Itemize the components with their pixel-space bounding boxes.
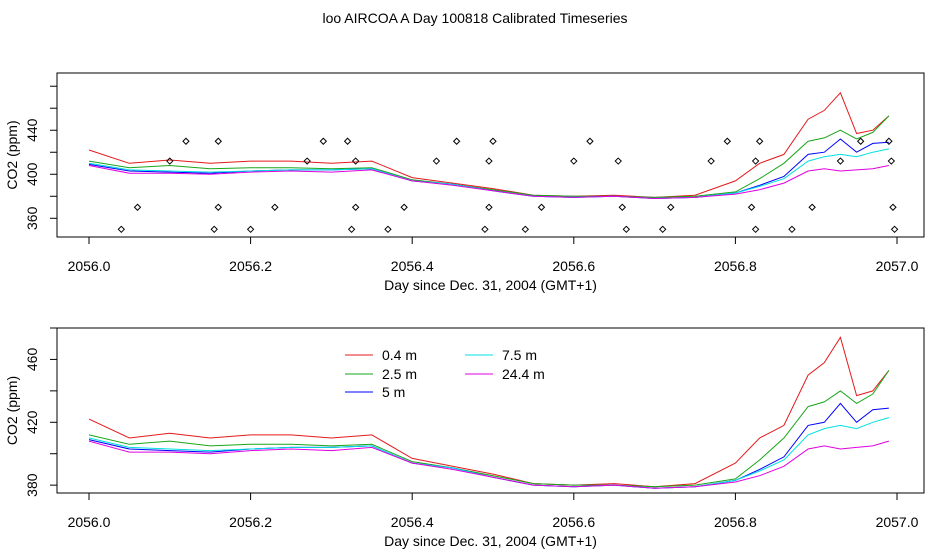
legend-label: 24.4 m (502, 366, 545, 382)
x-tick-label: 2056.2 (229, 514, 272, 530)
data-point (755, 137, 764, 145)
data-point (723, 137, 732, 145)
data-point (622, 225, 631, 234)
series-line (88, 370, 890, 488)
x-axis-label: Day since Dec. 31, 2004 (GMT+1) (384, 533, 597, 549)
data-point (586, 137, 594, 145)
x-axis-label: Day since Dec. 31, 2004 (GMT+1) (384, 277, 597, 293)
data-point (246, 225, 255, 234)
x-tick-label: 2056.0 (68, 514, 111, 530)
x-tick-label: 2056.6 (552, 514, 595, 530)
data-point (658, 225, 667, 234)
y-tick-label: 400 (24, 162, 40, 186)
data-point (182, 137, 190, 145)
series-line (88, 148, 890, 200)
legend-label: 5 m (382, 384, 405, 400)
y-tick-label: 420 (24, 410, 40, 434)
data-point (452, 137, 461, 145)
data-point (485, 203, 493, 211)
x-tick-label: 2056.6 (552, 258, 595, 274)
legend-label: 0.4 m (382, 347, 417, 363)
data-point (133, 203, 142, 211)
data-point (570, 157, 578, 165)
data-point (808, 203, 816, 211)
data-point (836, 157, 845, 165)
series-line (88, 115, 890, 198)
data-point (751, 157, 760, 165)
x-tick-label: 2056.8 (714, 514, 757, 530)
data-point (747, 203, 756, 211)
data-point (537, 203, 546, 211)
plot-frame (56, 327, 925, 494)
plot-frame (56, 72, 925, 238)
x-tick-label: 2056.2 (229, 258, 272, 274)
data-point (751, 225, 760, 234)
data-point (885, 137, 893, 145)
panel-2: 2056.0 2056.2 2056.4 2056.6 2056.8 2057.0 Day … (4, 327, 925, 549)
legend-label: 2.5 m (382, 366, 417, 382)
data-point (667, 203, 675, 211)
series-line (88, 417, 890, 489)
x-tick-label: 2057.0 (876, 514, 919, 530)
data-point (489, 137, 497, 145)
data-point (890, 225, 899, 234)
y-tick-label: 440 (24, 118, 40, 142)
data-point (210, 225, 218, 234)
data-point (347, 225, 356, 234)
data-point (485, 157, 493, 165)
x-tick-label: 2056.4 (391, 514, 434, 530)
panel-1: 2056.0 2056.2 2056.4 2056.6 2056.8 2057.0 Day … (4, 72, 925, 293)
x-tick-label: 2056.8 (714, 258, 757, 274)
data-point (343, 137, 352, 145)
data-point (351, 203, 360, 211)
data-point (618, 203, 626, 211)
data-point (614, 157, 622, 165)
y-tick-label: 360 (24, 206, 40, 230)
data-point (400, 203, 408, 211)
data-point (432, 157, 441, 165)
chart-title: loo AIRCOA A Day 100818 Calibrated Times… (322, 10, 628, 26)
data-point (788, 225, 796, 234)
data-point (887, 157, 896, 165)
data-point (889, 203, 897, 211)
data-point (351, 157, 360, 165)
legend-label: 7.5 m (502, 347, 537, 363)
data-point (303, 157, 311, 165)
data-point (271, 203, 279, 211)
series-line (88, 440, 890, 489)
data-point (319, 137, 328, 145)
data-point (117, 225, 126, 234)
y-tick-label: 380 (24, 473, 40, 497)
data-point (166, 157, 174, 165)
series-line (88, 165, 890, 200)
data-point (214, 137, 222, 145)
data-point (521, 225, 530, 234)
data-point (707, 157, 715, 165)
x-tick-label: 2057.0 (876, 258, 919, 274)
data-point (384, 225, 392, 234)
y-axis-label: CO2 (ppm) (4, 376, 20, 445)
data-point (214, 203, 222, 211)
x-tick-label: 2056.0 (68, 258, 111, 274)
y-axis-label: CO2 (ppm) (4, 120, 20, 189)
data-point (856, 137, 865, 145)
data-point (481, 225, 489, 234)
y-tick-label: 460 (24, 348, 40, 372)
x-tick-label: 2056.4 (391, 258, 434, 274)
